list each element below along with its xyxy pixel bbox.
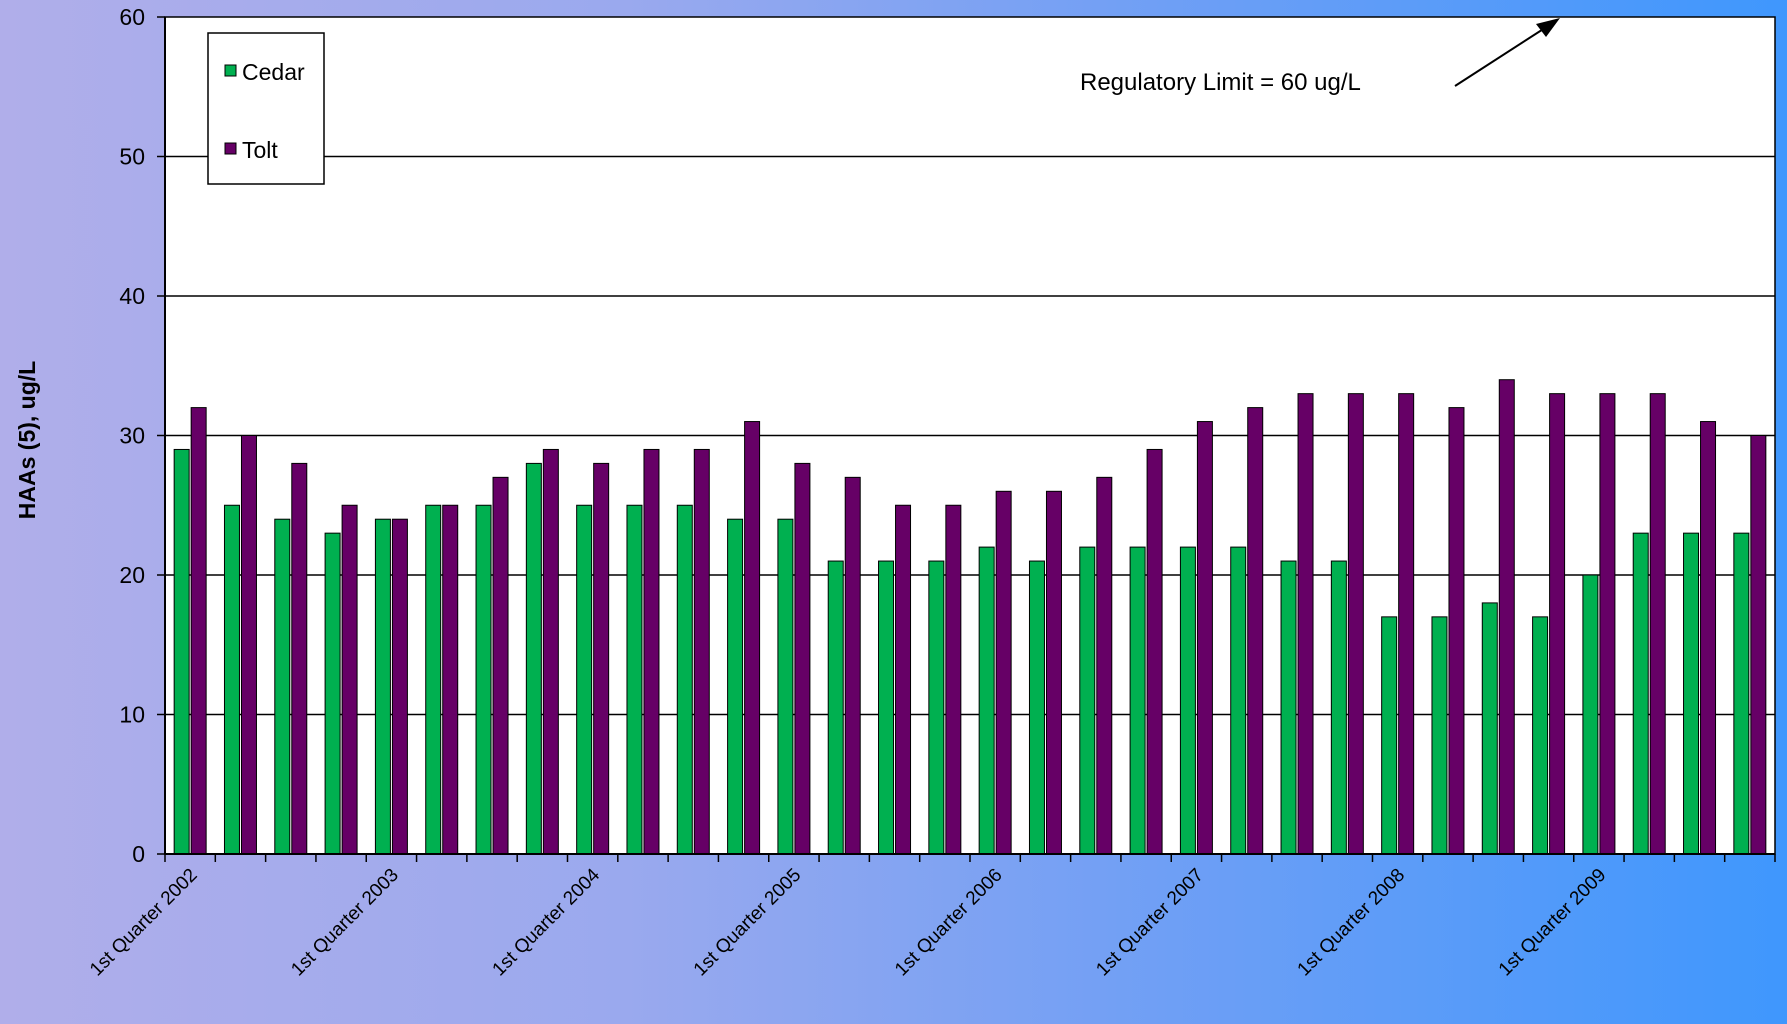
annotation: Regulatory Limit = 60 ug/L bbox=[1080, 18, 1560, 96]
x-category-label: 1st Quarter 2002 bbox=[86, 865, 202, 981]
annotation-text: Regulatory Limit = 60 ug/L bbox=[1080, 69, 1361, 96]
x-category-label: 1st Quarter 2004 bbox=[489, 864, 605, 980]
y-tick-label: 10 bbox=[119, 702, 145, 728]
bar-tolt bbox=[1599, 393, 1616, 855]
bar-cedar bbox=[978, 546, 995, 855]
bar-tolt bbox=[794, 462, 811, 855]
legend-swatch-cedar bbox=[224, 64, 237, 77]
legend-swatch-tolt bbox=[224, 142, 237, 155]
bar-tolt bbox=[240, 435, 257, 855]
legend-box bbox=[207, 32, 325, 185]
y-tick-label: 20 bbox=[119, 562, 145, 588]
bar-cedar bbox=[1431, 616, 1448, 855]
bar-tolt bbox=[291, 462, 308, 855]
bar-tolt bbox=[744, 421, 761, 855]
bars bbox=[173, 379, 1767, 855]
bar-cedar bbox=[1028, 560, 1045, 855]
x-category-label: 1st Quarter 2005 bbox=[690, 865, 806, 981]
bar-tolt bbox=[1146, 448, 1163, 855]
bar-cedar bbox=[878, 560, 895, 855]
annotation-arrow-line bbox=[1454, 25, 1549, 87]
legend-label-tolt: Tolt bbox=[242, 137, 278, 163]
bar-cedar bbox=[525, 462, 542, 855]
bar-tolt bbox=[1347, 393, 1364, 855]
bar-cedar bbox=[475, 504, 492, 855]
bar-cedar bbox=[1330, 560, 1347, 855]
bar-cedar bbox=[1632, 532, 1649, 855]
bar-tolt bbox=[593, 462, 610, 855]
y-tick-label: 50 bbox=[119, 144, 145, 170]
bar-tolt bbox=[945, 504, 962, 855]
bar-cedar bbox=[727, 518, 744, 855]
bar-cedar bbox=[173, 448, 190, 855]
bar-tolt bbox=[895, 504, 912, 855]
y-tick-label: 40 bbox=[119, 283, 145, 309]
bar-cedar bbox=[1733, 532, 1750, 855]
bar-cedar bbox=[928, 560, 945, 855]
bar-cedar bbox=[1129, 546, 1146, 855]
bar-tolt bbox=[1549, 393, 1566, 855]
bar-cedar bbox=[1230, 546, 1247, 855]
bar-cedar bbox=[576, 504, 593, 855]
bar-cedar bbox=[274, 518, 291, 855]
bar-tolt bbox=[995, 490, 1012, 855]
bar-cedar bbox=[1079, 546, 1096, 855]
bar-cedar bbox=[324, 532, 341, 855]
x-category-label: 1st Quarter 2003 bbox=[287, 865, 403, 981]
bar-cedar bbox=[223, 504, 240, 855]
bar-tolt bbox=[341, 504, 358, 855]
y-tick-labels: 0 10 20 30 40 50 60 bbox=[119, 4, 145, 867]
y-axis-label: HAAs (5), ug/L bbox=[14, 361, 40, 519]
bar-tolt bbox=[1096, 476, 1113, 855]
x-category-label: 1st Quarter 2009 bbox=[1495, 865, 1611, 981]
bar-cedar bbox=[1683, 532, 1700, 855]
bar-cedar bbox=[1381, 616, 1398, 855]
bar-tolt bbox=[190, 407, 207, 855]
bar-tolt bbox=[1448, 407, 1465, 855]
x-category-label: 1st Quarter 2008 bbox=[1294, 865, 1410, 981]
bar-tolt bbox=[693, 448, 710, 855]
bar-tolt bbox=[1045, 490, 1062, 855]
bar-tolt bbox=[1498, 379, 1515, 855]
y-tick-label: 60 bbox=[119, 4, 145, 30]
y-tick-label: 30 bbox=[119, 423, 145, 449]
legend: Cedar Tolt bbox=[207, 32, 325, 185]
bar-cedar bbox=[374, 518, 391, 855]
bar-cedar bbox=[1532, 616, 1549, 855]
bar-cedar bbox=[777, 518, 794, 855]
bar-cedar bbox=[1582, 574, 1599, 855]
bar-cedar bbox=[827, 560, 844, 855]
x-category-labels: 1st Quarter 2002 1st Quarter 2003 1st Quar… bbox=[86, 864, 1610, 980]
axes bbox=[157, 16, 1776, 862]
bar-tolt bbox=[1649, 393, 1666, 855]
bar-tolt bbox=[643, 448, 660, 855]
bar-tolt bbox=[1196, 421, 1213, 855]
bar-cedar bbox=[626, 504, 643, 855]
bar-tolt bbox=[1750, 435, 1767, 855]
bar-cedar bbox=[1280, 560, 1297, 855]
bar-cedar bbox=[425, 504, 442, 855]
x-category-label: 1st Quarter 2006 bbox=[891, 865, 1007, 981]
bar-tolt bbox=[442, 504, 459, 855]
bar-cedar bbox=[1481, 602, 1498, 855]
bar-cedar bbox=[676, 504, 693, 855]
bar-tolt bbox=[1297, 393, 1314, 855]
bar-tolt bbox=[391, 518, 408, 855]
x-category-label: 1st Quarter 2007 bbox=[1092, 865, 1208, 981]
bar-tolt bbox=[1247, 407, 1264, 855]
bar-tolt bbox=[492, 476, 509, 855]
bar-tolt bbox=[844, 476, 861, 855]
bar-tolt bbox=[542, 448, 559, 855]
annotation-arrow-head bbox=[1536, 18, 1560, 37]
bar-cedar bbox=[1179, 546, 1196, 855]
legend-label-cedar: Cedar bbox=[242, 59, 305, 85]
y-tick-label: 0 bbox=[132, 841, 145, 867]
bar-tolt bbox=[1398, 393, 1415, 855]
bar-tolt bbox=[1700, 421, 1717, 855]
